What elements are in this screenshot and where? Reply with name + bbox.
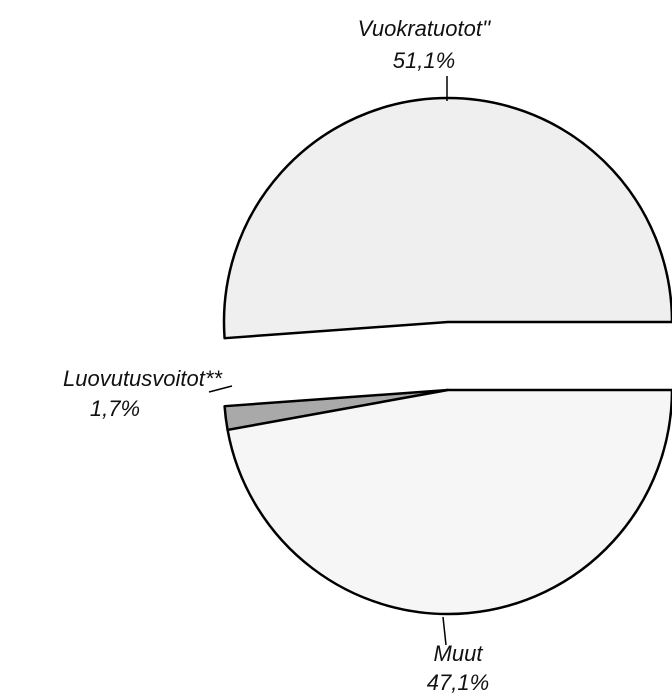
value-label: 1,7%: [90, 396, 140, 421]
leader-line: [208, 385, 233, 393]
slice-label: Luovutusvoitot**: [63, 366, 223, 391]
value-label: 51,1%: [393, 48, 455, 73]
pie-slice: [226, 388, 672, 616]
value-label: 47,1%: [427, 670, 489, 693]
pie-slice: [222, 96, 672, 340]
slice-label: Vuokratuotot'': [358, 16, 492, 41]
leader-line: [442, 616, 447, 646]
slice-label: Muut: [434, 641, 484, 666]
